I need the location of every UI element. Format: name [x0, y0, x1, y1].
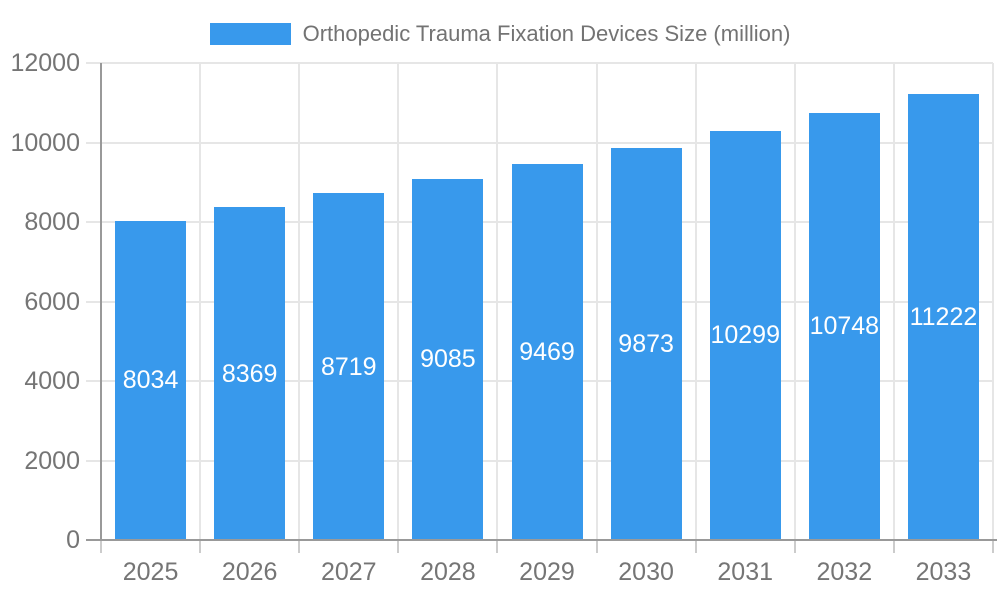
y-axis-label: 10000 [10, 128, 80, 157]
bar-2033[interactable] [907, 93, 979, 540]
bar-value-label: 9469 [519, 337, 575, 366]
x-axis-tick [397, 540, 400, 553]
y-axis-tick [86, 459, 101, 462]
bar-value-label: 10299 [710, 321, 780, 350]
y-axis-tick [86, 300, 101, 303]
y-axis-tick [86, 380, 101, 382]
x-gridline [298, 63, 301, 540]
bar-value-label: 11222 [909, 302, 978, 331]
bar-value-label: 9873 [618, 329, 674, 358]
x-gridline [496, 63, 499, 540]
x-axis-tick [992, 540, 994, 553]
x-axis-tick [298, 540, 301, 553]
bar-value-label: 8719 [320, 352, 377, 381]
x-axis-tick [199, 540, 202, 553]
y-axis-tick [86, 62, 101, 64]
y-axis-label: 4000 [24, 367, 80, 395]
x-axis-tick [496, 540, 499, 553]
bar-2025[interactable] [115, 220, 187, 540]
bar-2029[interactable] [511, 163, 583, 540]
bar-2030[interactable] [610, 147, 682, 540]
y-axis-label: 2000 [24, 446, 80, 475]
y-axis-line [100, 63, 102, 540]
x-gridline [793, 63, 796, 540]
bar-2032[interactable] [808, 112, 880, 540]
bar-value-label: 8369 [221, 359, 278, 388]
y-axis-label: 12000 [10, 49, 80, 77]
x-gridline [892, 63, 895, 540]
x-axis-tick [892, 540, 895, 553]
x-axis-tick [100, 540, 102, 553]
legend-label: Orthopedic Trauma Fixation Devices Size … [302, 21, 791, 46]
bar-value-label: 8034 [122, 366, 179, 395]
x-axis-label: 2032 [816, 558, 873, 586]
x-axis-tick [595, 540, 598, 553]
y-gridline [101, 141, 993, 144]
y-axis-label: 0 [66, 526, 80, 554]
x-axis-tick [793, 540, 796, 553]
legend[interactable]: Orthopedic Trauma Fixation Devices Size … [0, 21, 1000, 47]
x-gridline [595, 63, 598, 540]
x-axis-label: 2031 [717, 558, 774, 586]
legend-swatch-icon [209, 23, 291, 45]
bar-2028[interactable] [412, 178, 484, 540]
y-axis-label: 8000 [24, 208, 80, 236]
y-axis-tick [86, 221, 101, 223]
y-axis-label: 6000 [24, 287, 80, 316]
y-gridline [101, 62, 993, 64]
bar-value-label: 10748 [809, 312, 880, 341]
x-axis-tick [694, 540, 697, 553]
x-gridline [199, 63, 202, 540]
x-gridline [992, 63, 994, 540]
x-axis-label: 2028 [420, 558, 476, 586]
bar-2026[interactable] [214, 207, 286, 540]
bar-value-label: 9085 [420, 345, 476, 374]
x-gridline [397, 63, 400, 540]
x-axis-label: 2029 [519, 558, 575, 586]
bar-2031[interactable] [709, 130, 781, 540]
bar-2027[interactable] [313, 193, 385, 540]
x-axis-label: 2026 [221, 558, 278, 586]
x-gridline [694, 63, 697, 540]
x-axis-label: 2033 [915, 558, 972, 586]
y-axis-tick [86, 141, 101, 144]
x-axis-label: 2030 [618, 558, 674, 586]
x-axis-line [86, 539, 997, 541]
x-axis-label: 2025 [122, 558, 179, 586]
x-axis-label: 2027 [320, 558, 377, 586]
